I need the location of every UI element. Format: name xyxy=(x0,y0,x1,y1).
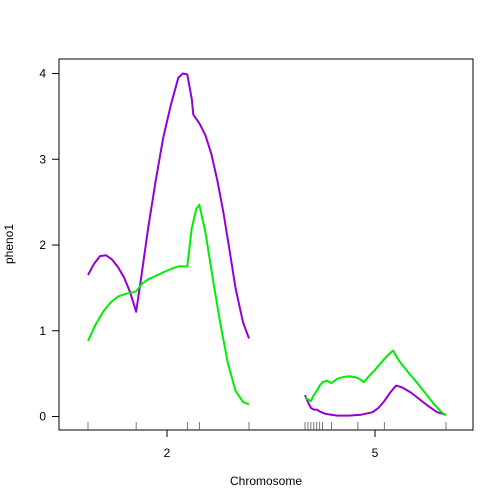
lod-curve xyxy=(87,203,250,406)
x-tick-label: 2 xyxy=(164,446,171,460)
lod-curve xyxy=(304,349,447,417)
marker-rug xyxy=(87,422,447,430)
lod-curve xyxy=(87,72,250,339)
y-tick-label: 1 xyxy=(39,324,46,338)
y-axis-label: pheno1 xyxy=(2,224,16,264)
y-tick-label: 2 xyxy=(39,238,46,252)
x-tick-label: 5 xyxy=(372,446,379,460)
x-axis-label: Chromosome xyxy=(230,474,302,488)
lod-curves xyxy=(87,72,447,417)
y-axis: 0 1 2 3 4 xyxy=(39,67,59,424)
y-tick-label: 4 xyxy=(39,67,46,81)
y-tick-label: 3 xyxy=(39,152,46,166)
lod-curve xyxy=(304,384,447,417)
y-tick-label: 0 xyxy=(39,410,46,424)
